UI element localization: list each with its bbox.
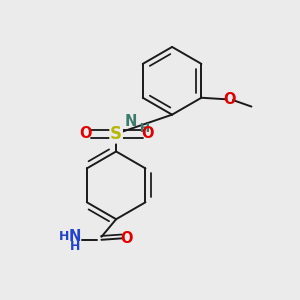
Text: N: N — [69, 229, 81, 244]
Text: O: O — [141, 126, 154, 141]
Text: H: H — [70, 240, 80, 253]
Text: H: H — [59, 230, 70, 243]
Text: O: O — [120, 231, 133, 246]
Text: O: O — [223, 92, 236, 107]
Text: H: H — [131, 122, 150, 135]
Text: S: S — [110, 125, 122, 143]
Text: O: O — [79, 126, 92, 141]
Text: N: N — [124, 114, 137, 129]
